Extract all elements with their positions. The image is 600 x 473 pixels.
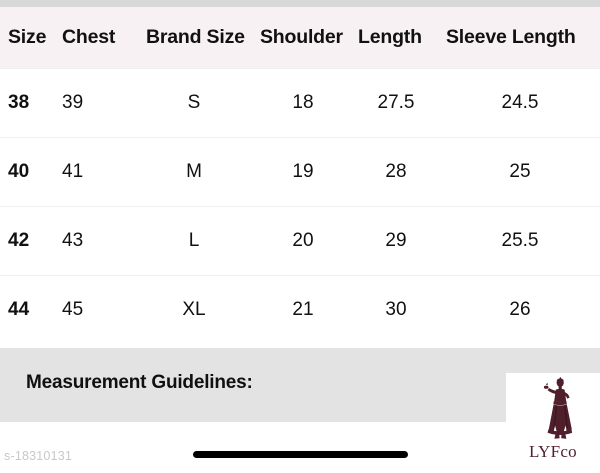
column-header-shoulder: Shoulder <box>260 26 343 48</box>
cell-size: 44 <box>8 299 30 320</box>
table-row: 44 45 XL 21 30 26 <box>0 275 600 344</box>
cell-length: 30 <box>385 299 407 320</box>
cell-shoulder: 18 <box>292 92 314 113</box>
cell-size: 40 <box>8 161 30 182</box>
cell-sleeve: 25 <box>509 161 531 182</box>
dancing-woman-icon <box>543 377 573 439</box>
cell-chest: 39 <box>62 92 84 113</box>
cell-size: 38 <box>8 92 30 113</box>
watermark-id: s-18310131 <box>4 449 73 463</box>
cell-brand-size: S <box>187 92 201 113</box>
column-header-brand-size: Brand Size <box>146 26 245 48</box>
column-header-length: Length <box>358 26 422 48</box>
table-row: 38 39 S 18 27.5 24.5 <box>0 68 600 137</box>
cell-length: 29 <box>385 230 407 251</box>
cell-size: 42 <box>8 230 30 251</box>
cell-brand-size: XL <box>182 299 206 320</box>
cell-shoulder: 21 <box>292 299 314 320</box>
footer-bar: s-18310131 <box>0 422 600 473</box>
cell-chest: 45 <box>62 299 84 320</box>
cell-shoulder: 19 <box>292 161 314 182</box>
cell-length: 28 <box>385 161 407 182</box>
brand-wordmark: LYFco <box>529 442 577 461</box>
cell-chest: 41 <box>62 161 84 182</box>
cell-length: 27.5 <box>377 92 415 113</box>
table-header-row: Size Chest Brand Size Shoulder Length Sl… <box>0 7 600 68</box>
table-row: 40 41 M 19 28 25 <box>0 137 600 206</box>
top-strip <box>0 0 600 7</box>
table-row: 42 43 L 20 29 25.5 <box>0 206 600 275</box>
cell-brand-size: M <box>186 161 202 182</box>
home-indicator <box>193 451 408 458</box>
cell-shoulder: 20 <box>292 230 314 251</box>
measurement-guidelines-title: Measurement Guidelines: <box>26 372 253 393</box>
cell-chest: 43 <box>62 230 84 251</box>
brand-logo-card: LYFco <box>506 373 600 473</box>
column-header-chest: Chest <box>62 26 116 48</box>
size-table: Size Chest Brand Size Shoulder Length Sl… <box>0 7 600 344</box>
column-header-sleeve-length: Sleeve Length <box>446 26 576 48</box>
cell-sleeve: 24.5 <box>501 92 539 113</box>
cell-brand-size: L <box>188 230 200 251</box>
cell-sleeve: 25.5 <box>501 230 539 251</box>
column-header-size: Size <box>8 26 47 48</box>
measurement-guidelines-section: Measurement Guidelines: <box>0 348 600 422</box>
cell-sleeve: 26 <box>509 299 531 320</box>
